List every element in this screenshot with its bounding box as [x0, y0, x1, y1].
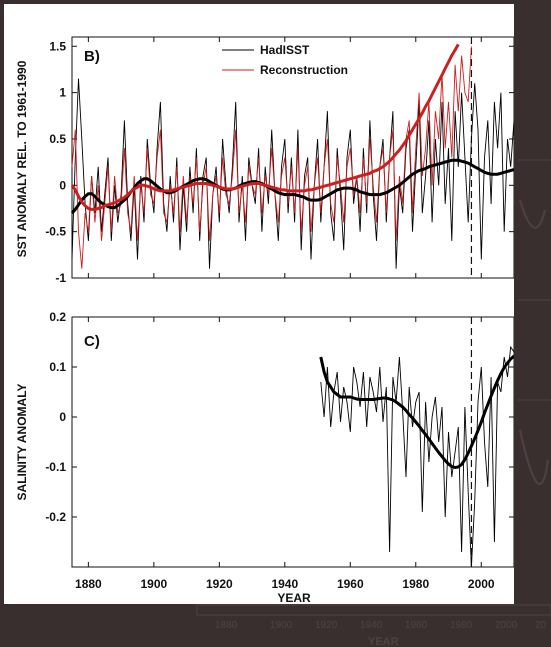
ghost-tick: 1900 [270, 620, 293, 631]
x-tick-label: 1920 [206, 577, 233, 591]
y-tick-label: 0.2 [49, 310, 66, 324]
y-tick-label: 0.1 [49, 360, 66, 374]
ghost-tick: 1980 [450, 620, 473, 631]
ghost-tick: 20 [535, 620, 547, 631]
panel-b-label: B) [84, 48, 100, 65]
ghost-tick: 1960 [405, 620, 428, 631]
salinity-annual-line [320, 345, 515, 568]
y-tick-label: 1.5 [49, 39, 66, 53]
legend-reconstruction-label: Reconstruction [260, 63, 348, 77]
y-tick-label: -0.5 [45, 225, 66, 239]
x-axis-label: YEAR [277, 591, 311, 604]
legend: HadISST Reconstruction [222, 43, 348, 77]
x-tick-label: 1880 [75, 577, 102, 591]
panel-b-ylabel: SST ANOMALY REL. TO 1961-1990 [15, 60, 29, 257]
y-tick-label: -1 [55, 271, 66, 285]
legend-hadisst-label: HadISST [260, 43, 310, 57]
ghost-tick: 1880 [215, 620, 238, 631]
y-tick-label: 0.5 [49, 132, 66, 146]
x-tick-label: 1940 [271, 577, 298, 591]
ghost-tick: 2000 [495, 620, 518, 631]
sst-salinity-chart: B) C) SST ANOMALY REL. TO 1961-1990 SALI… [15, 36, 516, 605]
y-tick-label: 0 [59, 410, 66, 424]
reconstruction-annual-line [71, 46, 472, 269]
y-tick-label: -0.1 [45, 460, 66, 474]
y-tick-label: 0 [59, 178, 66, 192]
ghost-tick: 1940 [360, 620, 383, 631]
ghost-xlabel: YEAR [368, 636, 399, 647]
x-tick-label: 1900 [141, 577, 168, 591]
panel-c-label: C) [84, 333, 100, 350]
reconstruction-smoothed-line [70, 43, 460, 211]
y-tick-label: 1 [59, 86, 66, 100]
ghost-tick: 1920 [315, 620, 338, 631]
panel-c-ylabel: SALINITY ANOMALY [15, 384, 29, 501]
hadisst-smoothed-line [70, 158, 515, 215]
x-tick-label: 1960 [337, 577, 364, 591]
x-tick-label: 1980 [402, 577, 429, 591]
figure-panel: B) C) SST ANOMALY REL. TO 1961-1990 SALI… [4, 4, 516, 605]
salinity-smoothed-line [319, 354, 516, 470]
y-tick-label: -0.2 [45, 510, 66, 524]
x-tick-label: 2000 [468, 577, 495, 591]
